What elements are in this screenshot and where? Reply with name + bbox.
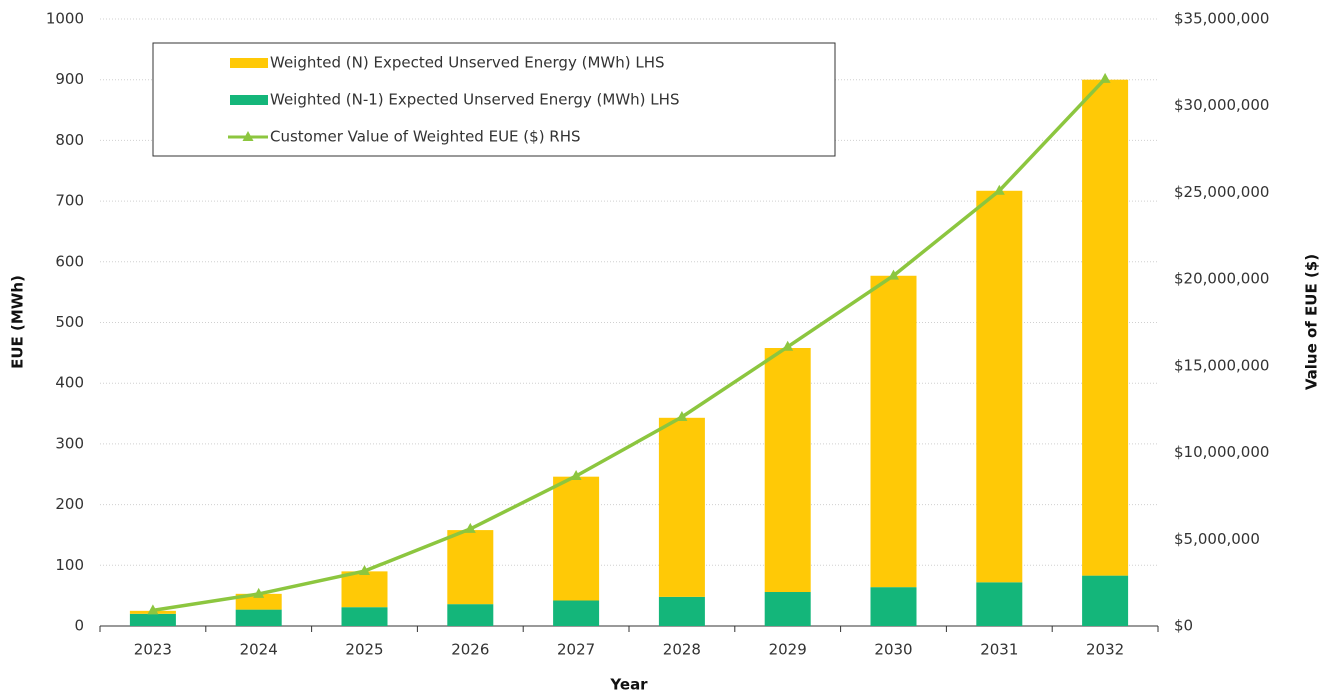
x-axis-label: Year <box>609 676 648 694</box>
y2-tick-label: $15,000,000 <box>1174 356 1269 374</box>
bar <box>341 607 388 626</box>
bar <box>553 600 600 626</box>
y2-tick-label: $0 <box>1174 617 1193 635</box>
y2-tick-label: $35,000,000 <box>1174 10 1269 28</box>
y-tick-label: 100 <box>55 556 84 574</box>
line-marker <box>253 587 265 598</box>
y-tick-label: 300 <box>55 434 84 452</box>
x-tick-label: 2027 <box>557 641 595 659</box>
line-marker <box>147 604 159 615</box>
y2-tick-label: $5,000,000 <box>1174 530 1260 548</box>
y-axis-label: EUE (MWh) <box>9 275 27 369</box>
y-tick-label: 0 <box>74 617 84 635</box>
bar <box>976 190 1023 583</box>
bar <box>447 604 494 626</box>
bar <box>235 609 282 626</box>
bar <box>870 275 917 588</box>
legend-label: Weighted (N) Expected Unserved Energy (M… <box>270 54 665 72</box>
x-tick-label: 2023 <box>134 641 172 659</box>
bar <box>341 571 388 608</box>
line-marker <box>782 340 794 351</box>
x-tick-label: 2032 <box>1086 641 1124 659</box>
line-marker <box>993 184 1005 195</box>
bar <box>1082 575 1129 626</box>
x-tick-label: 2030 <box>874 641 912 659</box>
y-tick-label: 500 <box>55 313 84 331</box>
line-marker <box>888 269 899 280</box>
y2-tick-label: $20,000,000 <box>1174 270 1269 288</box>
x-tick-label: 2028 <box>663 641 701 659</box>
line-marker <box>1099 72 1111 83</box>
legend-swatch <box>230 95 268 105</box>
y-tick-label: 800 <box>55 131 84 149</box>
x-tick-label: 2025 <box>345 641 383 659</box>
bar <box>764 592 811 626</box>
bar <box>764 347 811 593</box>
line-marker <box>676 411 688 422</box>
bar <box>553 476 600 601</box>
line-marker <box>464 522 476 533</box>
y2-tick-label: $10,000,000 <box>1174 443 1269 461</box>
y-tick-label: 900 <box>55 70 84 88</box>
x-tick-label: 2029 <box>769 641 807 659</box>
x-tick-label: 2031 <box>980 641 1018 659</box>
y-tick-label: 200 <box>55 495 84 513</box>
y-tick-label: 400 <box>55 374 84 392</box>
y2-axis-label: Value of EUE ($) <box>1303 254 1321 390</box>
bar <box>1082 79 1129 576</box>
x-tick-label: 2024 <box>240 641 278 659</box>
y-tick-label: 700 <box>55 192 84 210</box>
y2-tick-label: $25,000,000 <box>1174 183 1269 201</box>
y-tick-label: 1000 <box>46 10 84 28</box>
legend-label: Weighted (N-1) Expected Unserved Energy … <box>270 91 679 109</box>
legend-swatch <box>230 58 268 68</box>
legend-swatch <box>242 131 254 141</box>
line-marker <box>359 565 370 576</box>
legend-label: Customer Value of Weighted EUE ($) RHS <box>270 128 581 146</box>
bar <box>447 530 494 605</box>
line-marker <box>570 469 582 480</box>
line <box>152 77 1107 613</box>
y2-tick-label: $30,000,000 <box>1174 96 1269 114</box>
bar <box>658 417 705 597</box>
bar <box>870 587 917 626</box>
bar <box>235 593 282 610</box>
bar <box>658 596 705 626</box>
bar <box>129 613 176 626</box>
bar <box>976 582 1023 626</box>
y-tick-label: 600 <box>55 252 84 270</box>
x-tick-label: 2026 <box>451 641 489 659</box>
